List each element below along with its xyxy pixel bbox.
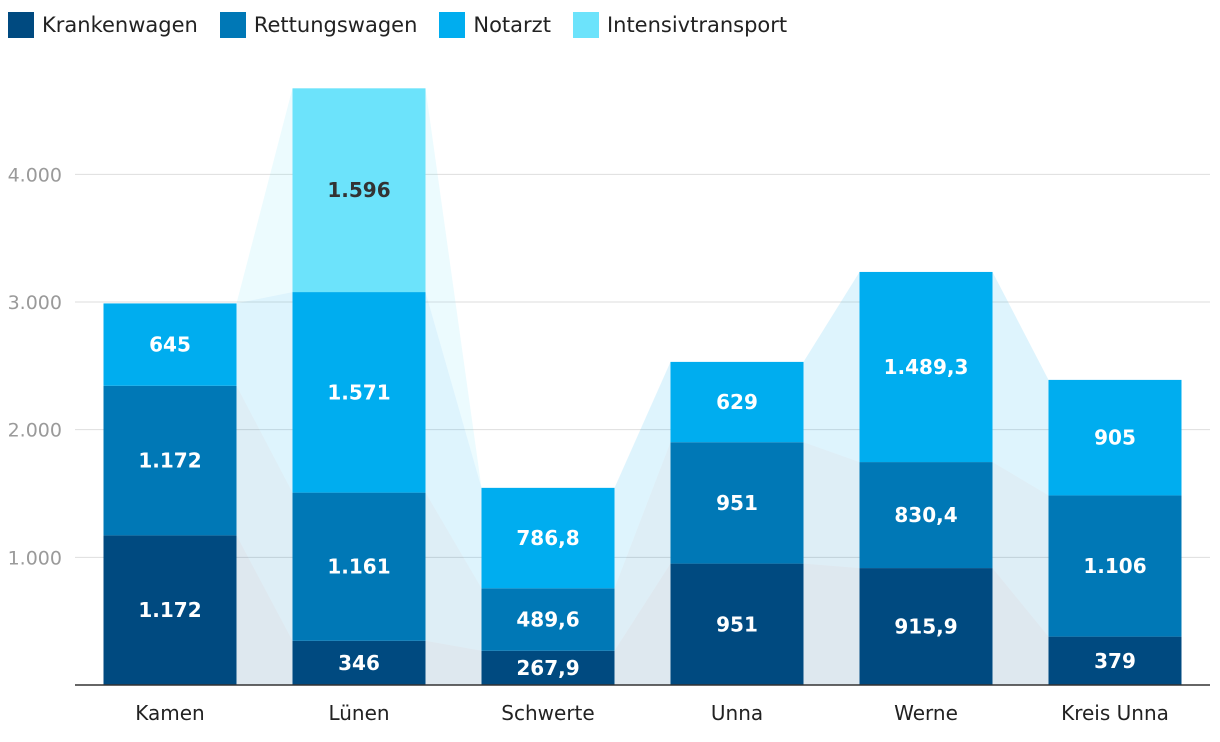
connector-band <box>803 563 860 685</box>
bar-krankenwagen <box>292 640 426 685</box>
legend-label: Intensivtransport <box>606 13 788 37</box>
bar-rettungswagen <box>859 462 993 569</box>
bar-notarzt <box>481 487 615 589</box>
data-label: 489,6 <box>516 608 579 632</box>
data-label: 951 <box>716 491 758 515</box>
bar-notarzt <box>103 303 237 386</box>
data-label: 830,4 <box>894 503 957 527</box>
y-tick-label: 4.000 <box>8 164 62 186</box>
x-tick-label: Lünen <box>328 701 389 725</box>
bar-krankenwagen <box>670 563 804 685</box>
y-tick-label: 3.000 <box>8 292 62 314</box>
data-label: 379 <box>1094 649 1136 673</box>
data-label: 915,9 <box>894 615 957 639</box>
connector-band <box>425 640 482 685</box>
data-label: 1.161 <box>327 555 390 579</box>
legend-swatch <box>219 12 246 38</box>
data-label: 786,8 <box>516 526 579 550</box>
legend-swatch <box>8 12 34 38</box>
data-label: 645 <box>149 333 191 357</box>
x-tick-label: Schwerte <box>501 701 594 725</box>
legend: Krankenwagen Rettungswagen Notarzt Intensiv… <box>8 12 787 38</box>
bar-krankenwagen <box>859 568 993 685</box>
bar-rettungswagen <box>481 588 615 651</box>
data-label: 1.172 <box>138 598 201 622</box>
connector-band <box>236 88 293 304</box>
legend-swatch <box>439 12 466 38</box>
bar-krankenwagen <box>481 650 615 685</box>
connector-band <box>992 271 1049 496</box>
bar-krankenwagen <box>103 535 237 685</box>
connector-band <box>425 88 482 488</box>
connector-band <box>803 271 860 463</box>
bar-rettungswagen <box>1048 495 1182 637</box>
data-label: 346 <box>338 651 380 675</box>
data-label: 951 <box>716 612 758 636</box>
legend-label: Krankenwagen <box>42 13 198 37</box>
data-label: 1.106 <box>1083 554 1146 578</box>
connector-band <box>614 442 671 651</box>
connector-band <box>614 361 671 589</box>
data-label: 1.489,3 <box>884 355 969 379</box>
data-label: 905 <box>1094 426 1136 450</box>
connector-band <box>425 292 482 589</box>
x-tick-label: Kamen <box>135 701 204 725</box>
legend-label: Rettungswagen <box>253 13 418 37</box>
legend-item-krankenwagen: Krankenwagen <box>8 12 198 38</box>
connector-band <box>236 535 293 685</box>
bar-notarzt <box>1048 379 1182 496</box>
bar-rettungswagen <box>670 442 804 564</box>
data-label: 629 <box>716 390 758 414</box>
data-label: 1.571 <box>327 380 390 404</box>
legend-item-notarzt: Notarzt <box>439 12 551 38</box>
legend-item-rettungswagen: Rettungswagen <box>219 12 418 38</box>
x-tick-label: Kreis Unna <box>1061 701 1169 725</box>
bar-notarzt <box>670 361 804 443</box>
legend-item-intensivtransport: Intensivtransport <box>572 12 788 38</box>
y-tick-label: 1.000 <box>8 547 62 569</box>
legend-swatch <box>572 12 599 38</box>
connector-band <box>992 568 1049 685</box>
y-tick-label: 2.000 <box>8 420 62 442</box>
x-tick-label: Werne <box>894 701 958 725</box>
bar-notarzt <box>859 271 993 463</box>
bar-intensivtransport <box>292 88 426 293</box>
bar-rettungswagen <box>103 385 237 536</box>
bar-rettungswagen <box>292 492 426 641</box>
bar-krankenwagen <box>1048 636 1182 685</box>
connector-band <box>236 385 293 641</box>
connector-band <box>614 563 671 685</box>
connector-band <box>425 492 482 651</box>
x-tick-label: Unna <box>711 701 763 725</box>
connector-band <box>803 442 860 569</box>
data-label: 267,9 <box>516 656 579 680</box>
data-label: 1.172 <box>138 449 201 473</box>
bar-notarzt <box>292 292 426 493</box>
data-label: 1.596 <box>327 178 390 202</box>
connector-band <box>236 292 293 493</box>
connector-band <box>992 462 1049 637</box>
legend-label: Notarzt <box>473 13 551 37</box>
